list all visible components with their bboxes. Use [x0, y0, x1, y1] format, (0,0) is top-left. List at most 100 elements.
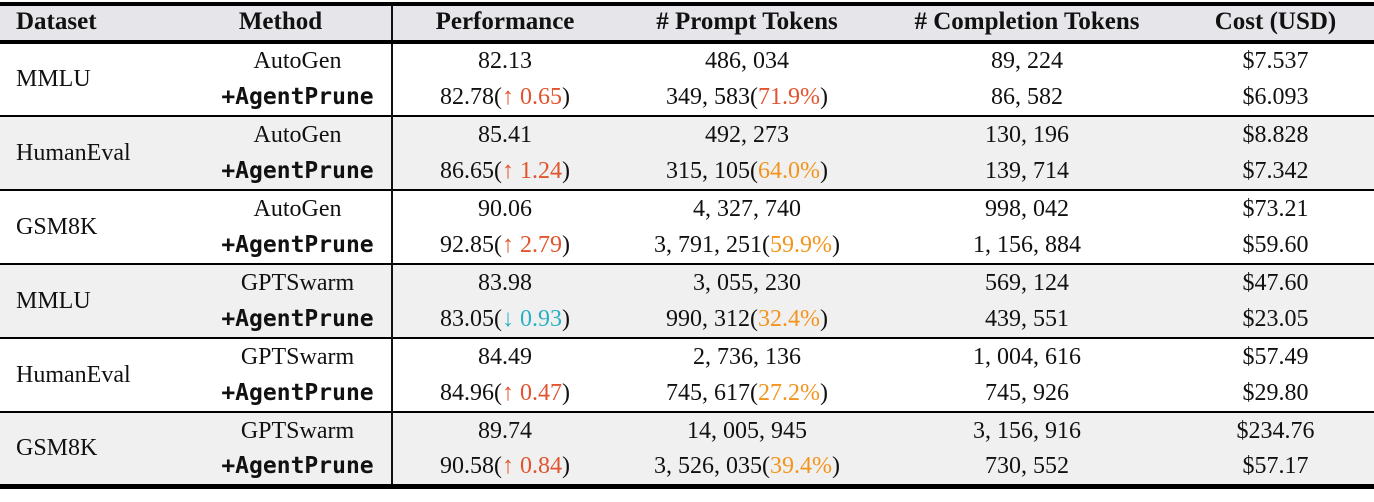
cost-cell: $7.537	[1242, 48, 1309, 74]
performance-value: 84.96(	[440, 379, 502, 406]
performance-delta: ↑ 0.84	[502, 452, 562, 479]
table-row: MMLU AutoGen 82.13 486, 034 89, 224 $7.5…	[0, 42, 1374, 92]
completion-tokens-cell: 998, 042	[877, 189, 1177, 227]
table-row: GSM8K AutoGen 90.06 4, 327, 740 998, 042…	[0, 189, 1374, 264]
table-row: MMLU GPTSwarm 83.98 3, 055, 230 569, 124…	[0, 263, 1374, 338]
performance-value: 83.98	[478, 269, 532, 296]
dataset-cell: MMLU	[16, 66, 91, 92]
performance-cell: 82.13	[391, 42, 617, 79]
performance-delta: ↑ 0.65	[502, 83, 562, 110]
prompt-tokens-cell: 745, 617(27.2%)	[666, 379, 828, 406]
performance-value: 92.85(	[440, 231, 502, 258]
column-header-performance: Performance	[391, 4, 617, 44]
cost-cell: $234.76	[1177, 411, 1374, 449]
method-cell: +AgentPrune	[221, 306, 374, 332]
method-cell: +AgentPrune	[221, 158, 374, 184]
cost-cell: $59.60	[1242, 231, 1309, 258]
performance-delta: ↑ 2.79	[502, 231, 562, 258]
method-cell: AutoGen	[170, 115, 392, 153]
prompt-tokens-cell: 14, 005, 945	[617, 411, 877, 449]
method-cell: AutoGen	[253, 48, 342, 74]
table-row: +AgentPrune 82.78(↑ 0.65) 349, 583(71.9%…	[0, 79, 1374, 116]
cost-cell: $57.49	[1177, 337, 1374, 375]
completion-tokens-cell: 730, 552	[985, 452, 1069, 479]
prompt-tokens-cell: 315, 105(64.0%)	[666, 157, 828, 184]
table-row: +AgentPrune 84.96(↑ 0.47) 745, 617(27.2%…	[0, 375, 1374, 412]
completion-tokens-cell: 89, 224	[991, 48, 1063, 74]
completion-tokens-cell: 439, 551	[985, 305, 1069, 332]
performance-cell: 89.74	[391, 411, 617, 449]
dataset-cell: GSM8K	[0, 411, 170, 486]
prompt-tokens-value: 349, 583(	[666, 83, 758, 110]
table-row: +AgentPrune 86.65(↑ 1.24) 315, 105(64.0%…	[0, 153, 1374, 190]
completion-tokens-cell: 3, 156, 916	[877, 411, 1177, 449]
completion-tokens-cell: 86, 582	[991, 83, 1063, 110]
results-table: Dataset Method Performance # Prompt Toke…	[0, 2, 1374, 489]
cost-cell: $8.828	[1177, 115, 1374, 153]
prompt-tokens-cell: 486, 034	[617, 42, 877, 79]
performance-delta: ↓ 0.93	[502, 305, 562, 332]
prompt-tokens-cell: 990, 312(32.4%)	[666, 305, 828, 332]
column-header-dataset: Dataset	[0, 4, 170, 44]
cost-cell: $29.80	[1242, 379, 1309, 406]
prompt-tokens-cell: 349, 583(71.9%)	[666, 83, 828, 110]
table-row: HumanEval GPTSwarm 84.49 2, 736, 136 1, …	[0, 337, 1374, 412]
prompt-tokens-value: 990, 312(	[666, 305, 758, 332]
prompt-tokens-cell: 2, 736, 136	[617, 337, 877, 375]
method-cell: GPTSwarm	[170, 411, 392, 449]
prompt-tokens-value: 486, 034	[705, 48, 789, 74]
prompt-reduction-pct: 32.4%	[758, 305, 820, 332]
prompt-tokens-value: 4, 327, 740	[693, 195, 801, 222]
performance-cell: 83.05(↓ 0.93)	[391, 301, 617, 338]
results-table-container: Dataset Method Performance # Prompt Toke…	[0, 2, 1374, 489]
table-row: GSM8K GPTSwarm 89.74 14, 005, 945 3, 156…	[0, 411, 1374, 486]
prompt-tokens-value: 492, 273	[705, 121, 789, 148]
performance-delta: ↑ 1.24	[502, 157, 562, 184]
completion-tokens-cell: 745, 926	[985, 379, 1069, 406]
cost-cell: $23.05	[1242, 305, 1309, 332]
prompt-tokens-value: 14, 005, 945	[687, 417, 807, 444]
prompt-tokens-cell: 3, 526, 035(39.4%)	[654, 452, 840, 479]
column-header-completion-tokens: # Completion Tokens	[877, 4, 1177, 44]
cost-cell: $6.093	[1242, 83, 1309, 110]
performance-cell: 90.06	[391, 189, 617, 227]
dataset-cell: MMLU	[0, 263, 170, 338]
prompt-reduction-pct: 59.9%	[770, 231, 832, 258]
method-cell: +AgentPrune	[221, 232, 374, 258]
prompt-tokens-value: 315, 105(	[666, 157, 758, 184]
performance-value: 83.05(	[440, 305, 502, 332]
performance-cell: 84.49	[391, 337, 617, 375]
method-cell: +AgentPrune	[221, 84, 374, 110]
performance-cell: 86.65(↑ 1.24)	[391, 153, 617, 190]
column-header-cost: Cost (USD)	[1177, 4, 1374, 44]
completion-tokens-cell: 130, 196	[877, 115, 1177, 153]
prompt-reduction-pct: 39.4%	[770, 452, 832, 479]
prompt-tokens-value: 3, 526, 035(	[654, 452, 770, 479]
method-cell: +AgentPrune	[221, 380, 374, 406]
table-row: +AgentPrune 83.05(↓ 0.93) 990, 312(32.4%…	[0, 301, 1374, 338]
header-row: Dataset Method Performance # Prompt Toke…	[0, 4, 1374, 44]
completion-tokens-cell: 569, 124	[877, 263, 1177, 301]
prompt-tokens-value: 3, 055, 230	[693, 269, 801, 296]
dataset-cell: GSM8K	[0, 189, 170, 264]
prompt-tokens-value: 745, 617(	[666, 379, 758, 406]
performance-value: 84.49	[478, 343, 532, 370]
cost-cell: $47.60	[1177, 263, 1374, 301]
table-row: +AgentPrune 92.85(↑ 2.79) 3, 791, 251(59…	[0, 227, 1374, 264]
prompt-reduction-pct: 71.9%	[758, 83, 820, 110]
prompt-tokens-cell: 4, 327, 740	[617, 189, 877, 227]
dataset-cell: HumanEval	[0, 115, 170, 190]
prompt-tokens-value: 3, 791, 251(	[654, 231, 770, 258]
performance-value: 86.65(	[440, 157, 502, 184]
table-row: +AgentPrune 90.58(↑ 0.84) 3, 526, 035(39…	[0, 449, 1374, 486]
prompt-tokens-cell: 3, 791, 251(59.9%)	[654, 231, 840, 258]
completion-tokens-cell: 1, 156, 884	[973, 231, 1081, 258]
performance-cell: 92.85(↑ 2.79)	[391, 227, 617, 264]
column-header-prompt-tokens: # Prompt Tokens	[617, 4, 877, 44]
performance-cell: 83.98	[391, 263, 617, 301]
performance-value: 85.41	[478, 121, 532, 148]
cost-cell: $7.342	[1242, 157, 1309, 184]
table-row: HumanEval AutoGen 85.41 492, 273 130, 19…	[0, 115, 1374, 190]
prompt-tokens-value: 2, 736, 136	[693, 343, 801, 370]
method-cell: GPTSwarm	[170, 337, 392, 375]
